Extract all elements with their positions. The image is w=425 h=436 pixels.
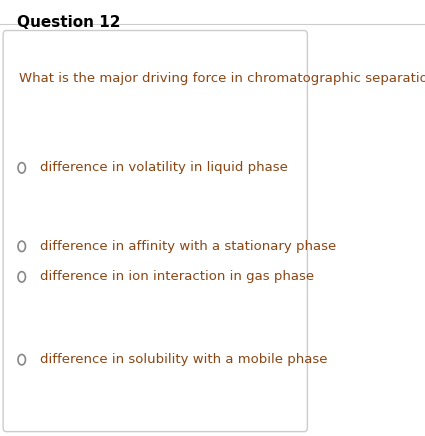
Text: difference in affinity with a stationary phase: difference in affinity with a stationary… [40,240,337,253]
Text: difference in volatility in liquid phase: difference in volatility in liquid phase [40,161,288,174]
Text: Question 12: Question 12 [17,15,121,30]
Text: difference in solubility with a mobile phase: difference in solubility with a mobile p… [40,353,328,366]
FancyBboxPatch shape [3,31,307,432]
Text: difference in ion interaction in gas phase: difference in ion interaction in gas pha… [40,270,314,283]
Text: What is the major driving force in chromatographic separation?: What is the major driving force in chrom… [19,72,425,85]
